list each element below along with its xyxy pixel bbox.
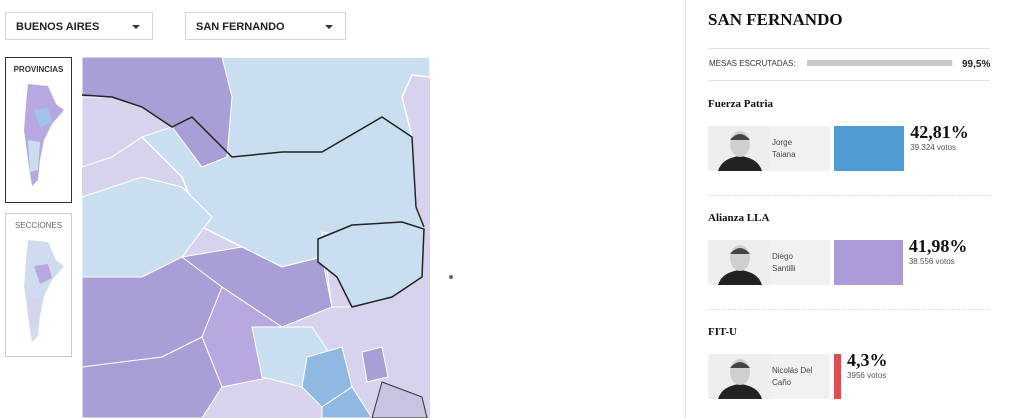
candidate-box: Nicolás Del Caño [708, 354, 830, 399]
percent: 4,3% [847, 350, 888, 370]
progress-track [807, 60, 953, 66]
candidate-name: Nicolás Del Caño [772, 366, 813, 387]
divider [685, 0, 686, 418]
votes: 3956 votos [847, 371, 887, 380]
view-label: PROVINCIAS [13, 65, 64, 74]
photo [710, 354, 770, 399]
photo [710, 126, 770, 171]
thumb-map [23, 84, 64, 186]
vote-bar [834, 126, 905, 171]
progress-value: 99,5% [962, 59, 991, 70]
vote-bar [834, 240, 903, 285]
results-title: SAN FERNANDO [708, 10, 843, 29]
district-select[interactable]: SAN FERNANDO [185, 12, 346, 40]
thumb-map [23, 240, 64, 342]
percent: 41,98% [908, 236, 968, 256]
percent: 42,81% [910, 122, 969, 142]
provinces-view[interactable]: PROVINCIAS [5, 57, 72, 203]
candidate-name: Diego Santilli [772, 252, 796, 273]
party-name: Alianza LLA [708, 212, 770, 224]
votes: 39.324 votos [910, 143, 957, 152]
district-map [82, 57, 453, 418]
progress-label: MESAS ESCRUTADAS: [709, 59, 796, 68]
candidate-box: Diego Santilli [708, 240, 830, 285]
separator [708, 195, 990, 196]
separator [708, 309, 990, 310]
party-name: Fuerza Patria [708, 98, 774, 110]
vote-bar [834, 354, 842, 399]
separator [708, 80, 990, 81]
candidate-name: Jorge Taiana [772, 138, 796, 159]
sections-view[interactable]: SECCIONES [5, 213, 72, 357]
photo [710, 240, 770, 285]
separator [708, 48, 990, 49]
progress-fill [807, 60, 953, 66]
province-select[interactable]: BUENOS AIRES [5, 12, 153, 40]
view-label: SECCIONES [14, 221, 63, 230]
party-name: FIT-U [708, 326, 737, 338]
candidate-box: Jorge Taiana [708, 126, 830, 171]
votes: 38.556 votos [908, 257, 955, 266]
